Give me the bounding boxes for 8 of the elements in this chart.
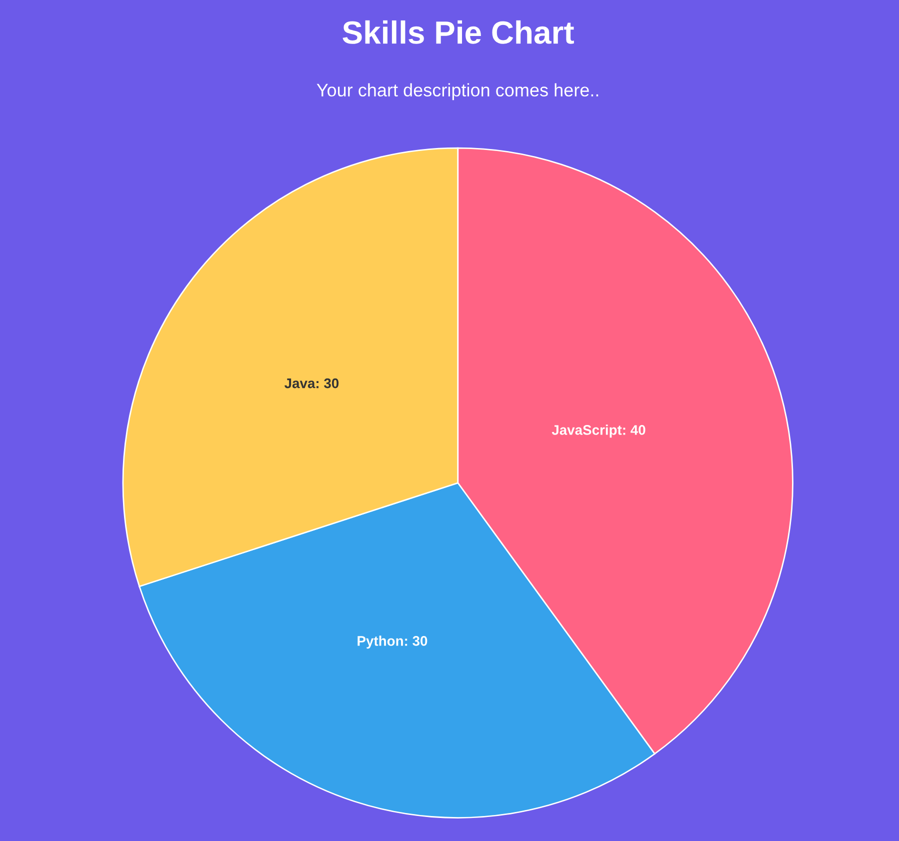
data-label: : 30: [405, 636, 428, 646]
slice-label: JavaScript: [552, 424, 622, 438]
data-label: : 40: [623, 425, 646, 435]
chart-title: Skills Pie Chart: [342, 20, 574, 44]
slice-label: Java: [284, 378, 316, 388]
slice-label: Python: [358, 636, 403, 649]
chart-subtitle: Your chart description comes here..: [316, 83, 598, 100]
data-label: : 30: [316, 378, 339, 388]
